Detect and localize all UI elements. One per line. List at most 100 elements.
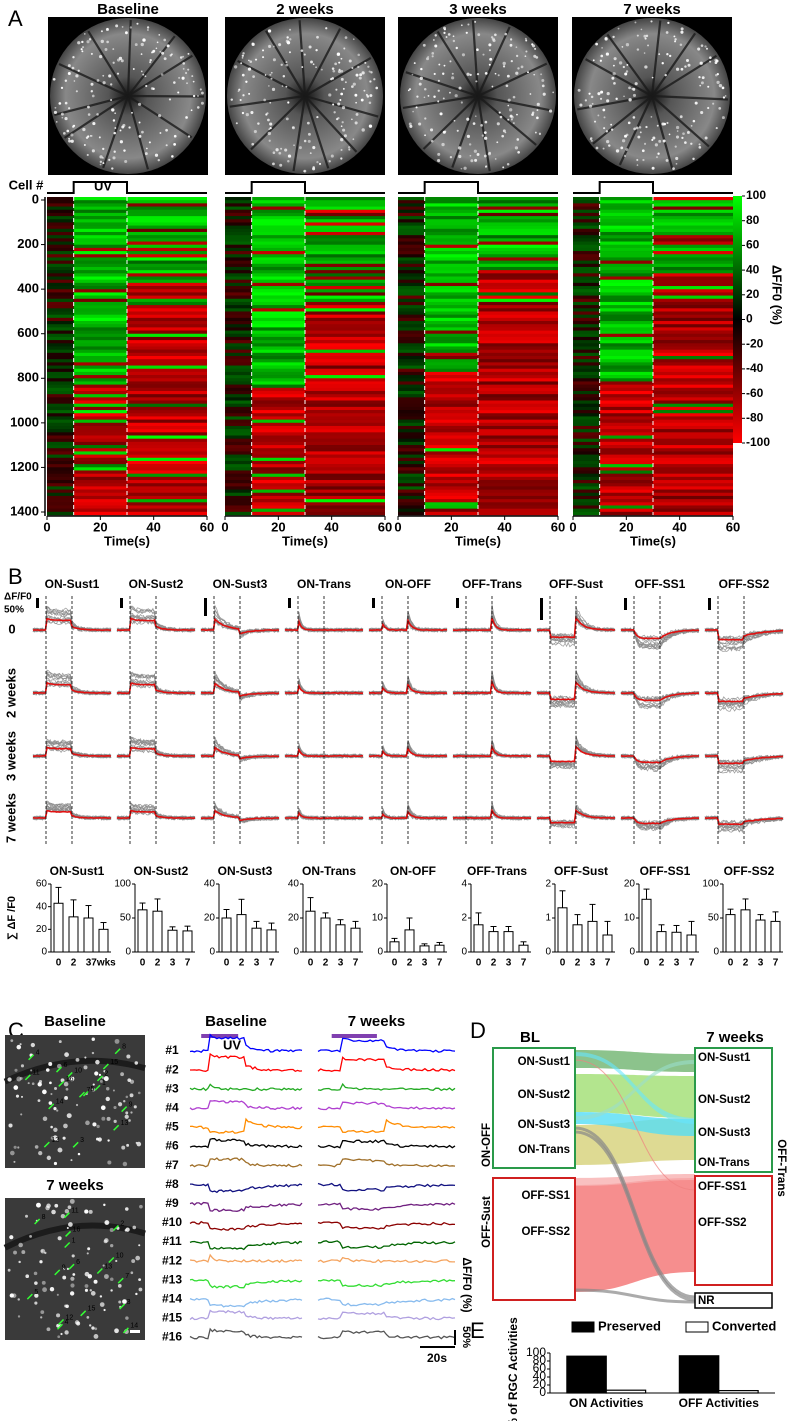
heatmap-cell xyxy=(478,251,558,255)
heatmap-cell xyxy=(398,301,425,306)
heatmap-cell xyxy=(305,279,385,284)
cell-dot xyxy=(75,1103,79,1107)
heatmap-cell xyxy=(478,279,558,284)
bar xyxy=(518,944,529,953)
heatmap-cell xyxy=(653,305,733,309)
heatmap-cell xyxy=(305,282,385,287)
cell-dot xyxy=(77,1152,81,1156)
colorbar-tick-label: 100 xyxy=(746,188,766,202)
heatmap-cell xyxy=(573,200,600,204)
heatmap-cell xyxy=(573,257,600,261)
heatmap-cell xyxy=(599,260,653,265)
heatmap-cell xyxy=(599,336,653,341)
cell-dot xyxy=(89,1324,92,1327)
heatmap-cell xyxy=(225,381,252,385)
cell-dot xyxy=(724,95,727,97)
cell-dot xyxy=(58,1040,62,1044)
scale-bar xyxy=(288,598,291,608)
y-tick-label: 80 xyxy=(533,1353,547,1367)
chart-title: OFF-Trans xyxy=(467,864,527,878)
heatmap-cell xyxy=(478,378,558,382)
heatmap-cell xyxy=(398,263,425,268)
cell-dot xyxy=(718,107,722,110)
heatmap-cell xyxy=(73,422,127,427)
cell-label: #11 xyxy=(162,1234,182,1248)
cell-dot xyxy=(40,1316,43,1319)
cell-dot xyxy=(84,1288,88,1292)
cell-label: #8 xyxy=(165,1177,179,1191)
heatmap-cell xyxy=(478,273,558,277)
heatmap-cell xyxy=(478,212,558,217)
heatmap-cell xyxy=(305,365,385,370)
cell-dot xyxy=(643,142,647,145)
heatmap-cell xyxy=(47,343,74,347)
heatmap-cell xyxy=(478,346,558,350)
cell-dot xyxy=(120,59,124,63)
cell-dot xyxy=(95,1059,100,1065)
cell-dot xyxy=(134,43,138,47)
cell-dot xyxy=(657,152,660,155)
cell-dot xyxy=(68,107,71,110)
cell-dot xyxy=(110,98,113,102)
heatmap-cell xyxy=(398,209,425,214)
cell-dot xyxy=(476,48,479,51)
heatmap-cell xyxy=(225,216,252,220)
heatmap-cell xyxy=(47,489,74,494)
cell-dot xyxy=(289,28,292,31)
cell-dot xyxy=(112,119,116,122)
y-tick-label: 4 xyxy=(461,879,467,890)
heatmap-cell xyxy=(251,206,305,211)
heatmap-cell xyxy=(478,216,558,220)
cell-dot xyxy=(60,112,64,116)
cell-dot xyxy=(17,1146,20,1149)
heatmap-cell xyxy=(573,371,600,376)
vessel xyxy=(303,95,330,169)
cell-dot xyxy=(361,128,365,132)
cell-dot xyxy=(510,118,513,121)
cell-dot xyxy=(407,89,410,92)
heatmap-cell xyxy=(398,282,425,287)
x-tick-label: 2 xyxy=(71,958,77,969)
cell-dot xyxy=(483,131,487,135)
cell-dot xyxy=(285,63,289,67)
cell-trace xyxy=(189,1297,303,1308)
cell-dot xyxy=(91,94,95,98)
cell-dot xyxy=(30,1069,33,1072)
cell-dot xyxy=(34,1281,38,1285)
cell-dot xyxy=(91,1037,95,1041)
heatmap-cell xyxy=(478,247,558,252)
cell-dot xyxy=(40,1248,46,1254)
heatmap-cell xyxy=(424,330,478,335)
cell-dot xyxy=(525,39,528,42)
cell-dot xyxy=(668,133,671,136)
heatmap-cell xyxy=(73,416,127,420)
heatmap-cell xyxy=(305,378,385,382)
heatmap-cell xyxy=(599,282,653,287)
mean-trace xyxy=(116,809,196,820)
cell-dot xyxy=(625,148,629,151)
heatmap-cell xyxy=(251,394,305,398)
bar xyxy=(557,907,568,953)
heatmap-cell xyxy=(73,295,127,300)
bar xyxy=(671,931,682,953)
cell-dot xyxy=(636,48,640,51)
y-tick-label: 0 xyxy=(125,947,131,958)
cell-dot xyxy=(234,65,238,69)
vessel xyxy=(58,63,129,97)
heatmap-cell xyxy=(478,266,558,271)
cell-dot xyxy=(352,138,355,141)
cell-trace xyxy=(317,1182,456,1192)
heatmap-cell xyxy=(653,432,733,436)
cell-dot xyxy=(20,1064,25,1068)
cell-dot xyxy=(285,117,289,121)
cell-dot xyxy=(21,1250,26,1254)
x-tick-label: 0 xyxy=(308,958,314,969)
cell-dot xyxy=(615,149,620,153)
heatmap-cell xyxy=(225,276,252,280)
heatmap-cell xyxy=(225,225,252,230)
cell-dot xyxy=(437,152,441,156)
colorbar-tick-label: 0 xyxy=(746,312,753,326)
scale-bar xyxy=(36,598,39,608)
cell-dot xyxy=(182,55,185,58)
heatmap-cell xyxy=(599,467,653,471)
